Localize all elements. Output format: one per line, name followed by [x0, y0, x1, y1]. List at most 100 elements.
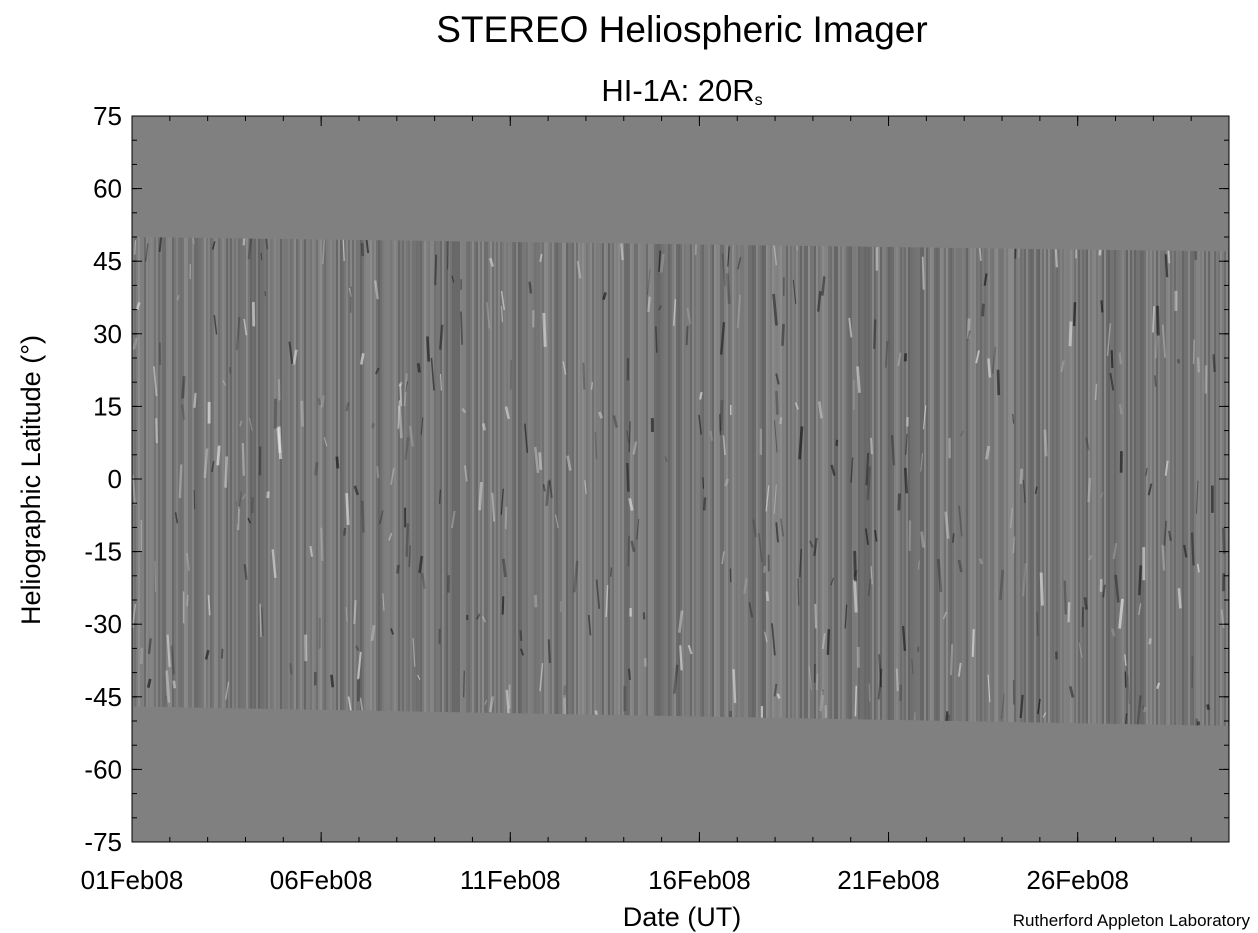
x-tick-label: 06Feb08 [270, 865, 373, 895]
texture-streak [146, 678, 152, 689]
texture-column [394, 237, 396, 726]
texture-streak [1177, 588, 1182, 609]
texture-streak [500, 488, 504, 515]
texture-streak [737, 257, 742, 270]
texture-streak [500, 305, 504, 323]
texture-column [444, 237, 446, 726]
texture-column [634, 237, 636, 726]
y-tick-label: -75 [84, 827, 122, 857]
texture-streak [289, 663, 293, 675]
texture-streak [685, 325, 689, 346]
texture-column [416, 237, 418, 726]
texture-column [552, 237, 554, 726]
texture-column [940, 237, 942, 726]
texture-column [1140, 237, 1142, 726]
texture-column [592, 237, 594, 726]
texture-streak [170, 645, 176, 675]
texture-column [1106, 237, 1108, 726]
texture-column [934, 237, 936, 726]
texture-column [912, 237, 914, 726]
texture-column [248, 237, 250, 726]
texture-column [204, 237, 206, 726]
texture-column [472, 237, 474, 726]
texture-column [700, 237, 702, 726]
texture-column [816, 237, 818, 726]
texture-streak [172, 680, 177, 689]
texture-column [500, 237, 502, 726]
texture-streak [460, 311, 463, 345]
texture-column [582, 237, 584, 726]
texture-streak [853, 579, 858, 613]
texture-streak [374, 367, 380, 375]
texture-streak [222, 380, 227, 386]
texture-column [1030, 237, 1032, 726]
texture-streak [220, 648, 224, 659]
texture-column [704, 237, 706, 726]
texture-column [496, 237, 498, 726]
texture-streak [687, 644, 693, 655]
texture-column [516, 237, 518, 726]
texture-streak [595, 579, 601, 609]
texture-column [708, 237, 710, 726]
texture-streak [1138, 565, 1142, 596]
texture-streak [388, 532, 393, 541]
texture-streak [247, 237, 253, 260]
texture-column [1034, 237, 1036, 726]
texture-streak [830, 577, 835, 586]
texture-streak [897, 493, 901, 511]
texture-column [256, 237, 258, 726]
texture-streak [922, 405, 927, 430]
texture-streak [158, 237, 164, 253]
texture-streak [686, 307, 692, 324]
texture-streak [545, 480, 551, 507]
texture-streak [920, 531, 925, 548]
texture-streak [971, 629, 975, 657]
texture-column [514, 237, 516, 726]
texture-column [964, 237, 966, 726]
texture-column [290, 237, 292, 726]
texture-streak [1161, 544, 1166, 571]
texture-column [518, 237, 520, 726]
texture-column [658, 237, 660, 726]
texture-column [426, 237, 428, 726]
texture-column [712, 237, 714, 726]
texture-column [384, 237, 386, 726]
texture-streak [987, 674, 991, 703]
texture-column [382, 237, 384, 726]
texture-streak [626, 430, 630, 444]
texture-column [644, 237, 646, 726]
texture-streak [1124, 713, 1128, 726]
texture-column [1094, 237, 1096, 726]
texture-column [476, 237, 478, 726]
texture-column [236, 237, 238, 726]
texture-column [216, 237, 218, 726]
texture-column [406, 237, 408, 726]
texture-column [228, 237, 230, 726]
texture-streak [773, 420, 778, 453]
texture-streak [1110, 350, 1114, 369]
texture-streak [439, 489, 441, 504]
texture-streak [266, 491, 270, 499]
texture-streak [996, 369, 1001, 396]
texture-column [192, 237, 194, 726]
texture-column [766, 237, 768, 726]
texture-column [994, 237, 996, 726]
texture-streak [236, 500, 238, 525]
texture-column [764, 237, 766, 726]
texture-streak [438, 324, 444, 350]
texture-column [194, 237, 196, 726]
texture-column [336, 237, 338, 726]
texture-column [414, 237, 416, 726]
texture-streak [398, 381, 403, 388]
texture-streak [646, 268, 651, 295]
texture-column [818, 237, 820, 726]
texture-column [664, 237, 666, 726]
texture-column [310, 237, 312, 726]
texture-streak [348, 288, 352, 297]
texture-column [458, 237, 460, 726]
texture-column [492, 237, 494, 726]
texture-column [372, 237, 374, 726]
texture-column [1188, 237, 1190, 726]
texture-streak [792, 279, 797, 304]
texture-column [1218, 237, 1220, 726]
